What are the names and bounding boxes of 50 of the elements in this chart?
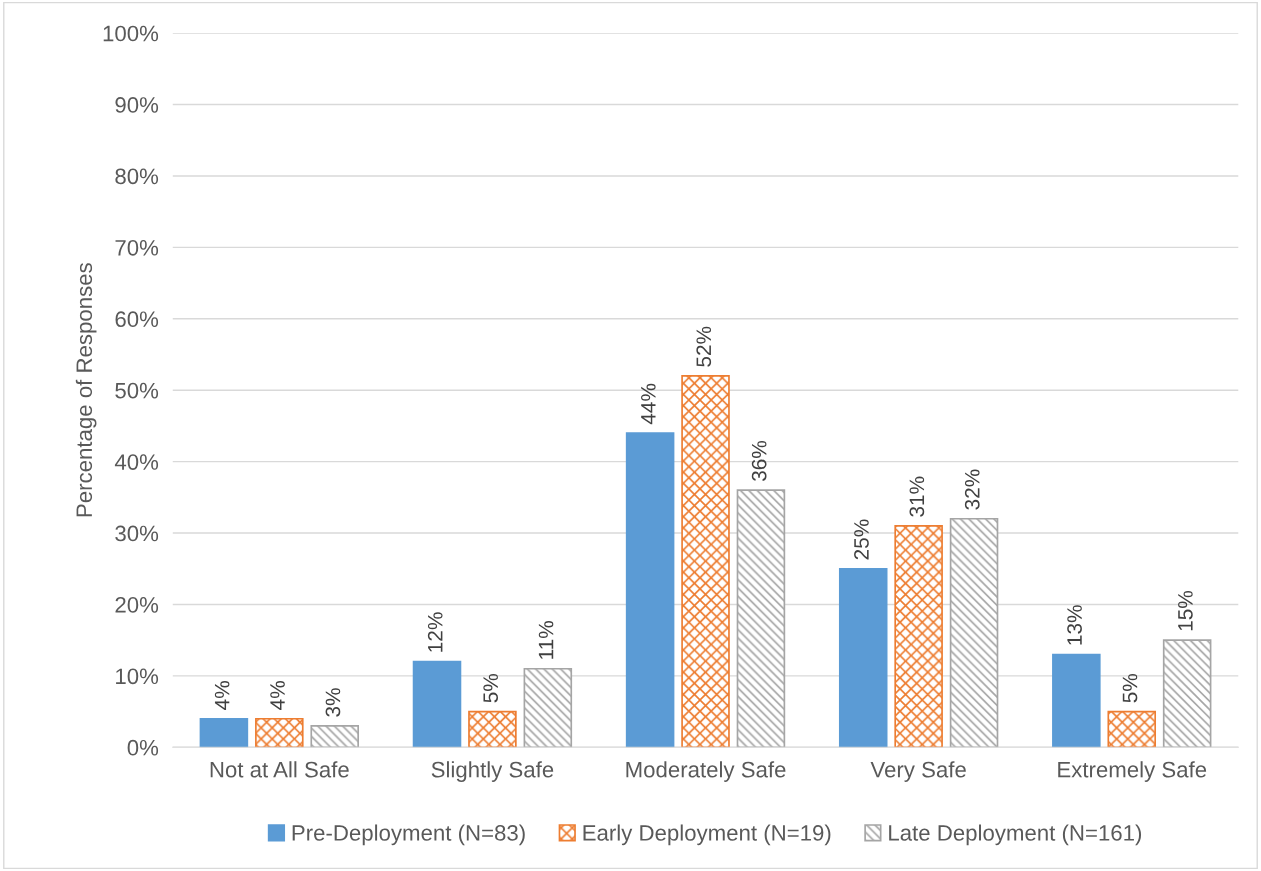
bar xyxy=(1162,639,1212,748)
y-tick-label: 100% xyxy=(103,25,159,42)
legend-label: Pre-Deployment (N=83) xyxy=(292,824,525,846)
text: 12% xyxy=(427,612,443,652)
y-tick-label: 10% xyxy=(116,668,159,685)
x-tick-label: Moderately Safe xyxy=(626,761,786,782)
text: 36% xyxy=(751,440,767,482)
text: 32% xyxy=(964,469,980,510)
bar xyxy=(310,725,359,748)
y-tick-label: 20% xyxy=(115,597,159,613)
bar xyxy=(736,489,786,748)
bar xyxy=(625,432,675,748)
text: 13% xyxy=(1067,605,1082,645)
text: 3% xyxy=(325,688,341,717)
bar xyxy=(1107,710,1157,748)
legend-label: Early Deployment (N=19) xyxy=(583,824,831,846)
text: 15% xyxy=(1178,590,1193,631)
legend-label: Late Deployment (N=161) xyxy=(889,824,1142,846)
bar xyxy=(523,667,573,748)
text: 4% xyxy=(270,681,285,710)
x-tick-label: Very Safe xyxy=(870,761,966,782)
y-tick-label: 80% xyxy=(115,168,159,185)
text: 44% xyxy=(641,383,656,425)
text: 31% xyxy=(909,476,925,517)
bar xyxy=(199,717,249,748)
text: 4% xyxy=(214,681,230,710)
y-axis-title: Percentage of Responses xyxy=(75,263,97,517)
y-tick-label: 50% xyxy=(115,382,159,399)
text: 5% xyxy=(483,673,499,703)
y-tick-label: 0% xyxy=(127,739,159,756)
y-tick-label: 70% xyxy=(115,239,159,256)
y-tick-label: 40% xyxy=(114,454,159,470)
text: 11% xyxy=(538,621,554,659)
bar xyxy=(255,717,304,748)
y-tick-label: 60% xyxy=(115,311,159,328)
text: 52% xyxy=(696,326,712,367)
x-tick-label: Extremely Safe xyxy=(1058,761,1207,782)
text: 5% xyxy=(1122,673,1138,703)
text: 25% xyxy=(854,519,869,560)
bar xyxy=(468,710,517,748)
x-tick-label: Slightly Safe xyxy=(431,761,554,782)
bar xyxy=(838,567,888,748)
bar xyxy=(412,660,462,748)
bar xyxy=(894,525,943,748)
bar xyxy=(949,517,999,748)
y-tick-label: 30% xyxy=(115,525,159,542)
x-tick-label: Not at All Safe xyxy=(210,761,349,778)
y-tick-label: 90% xyxy=(115,97,159,113)
bar xyxy=(1052,653,1101,748)
bar xyxy=(681,375,730,748)
